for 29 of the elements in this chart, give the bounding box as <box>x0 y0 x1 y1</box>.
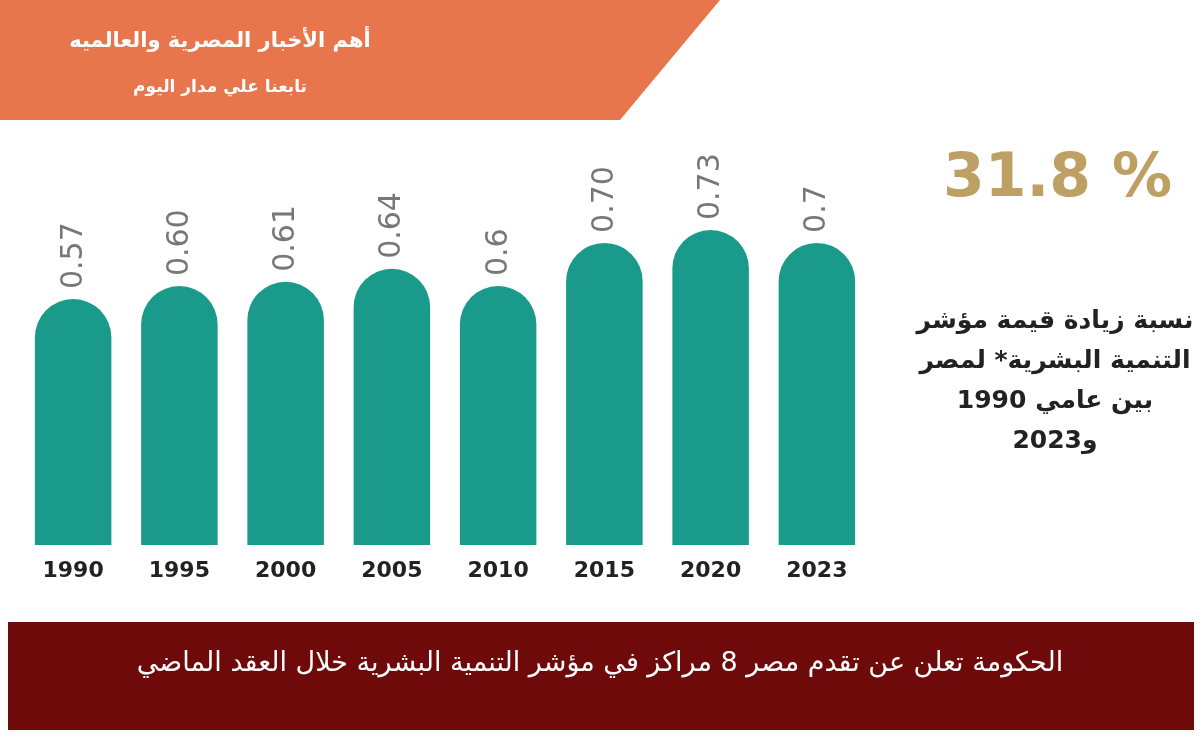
bar <box>672 230 749 545</box>
bar <box>34 299 112 545</box>
data-label: 0.57 <box>53 222 89 290</box>
data-label: 0.6 <box>478 228 514 277</box>
x-tick-label: 2005 <box>361 557 423 582</box>
x-tick-label: 2010 <box>467 557 529 582</box>
bar <box>353 268 431 545</box>
x-tick-label: 2020 <box>680 557 742 582</box>
text: أهم الأخبار المصرية والعالميه <box>68 28 372 52</box>
data-label: 0.7 <box>797 185 833 233</box>
bar <box>566 243 643 545</box>
data-label: 0.70 <box>584 166 620 233</box>
text: تابعنا علي مدار اليوم <box>132 76 308 96</box>
bar <box>247 281 324 545</box>
x-tick-label: 2023 <box>786 557 848 582</box>
data-label: 0.61 <box>266 204 302 272</box>
data-label: 0.60 <box>159 209 195 277</box>
bar <box>778 243 856 545</box>
bar <box>141 286 218 545</box>
text: نسبة زيادة قيمة مؤشر التنمية البشرية* لمصر بين عامي 1990 و2023 <box>915 304 1195 456</box>
text: 31.8 % <box>941 140 1173 210</box>
x-tick-label: 1995 <box>148 557 210 582</box>
x-tick-label: 1990 <box>42 557 104 582</box>
data-label: 0.73 <box>691 153 727 220</box>
bar <box>459 286 537 545</box>
data-label: 0.64 <box>372 192 408 259</box>
text: الحكومة تعلن عن تقدم مصر 8 مراكز في مؤشر التنمية البشرية خلال العقد الماضي <box>135 645 1065 679</box>
x-tick-label: 2015 <box>573 557 635 582</box>
x-tick-label: 2000 <box>255 557 317 582</box>
